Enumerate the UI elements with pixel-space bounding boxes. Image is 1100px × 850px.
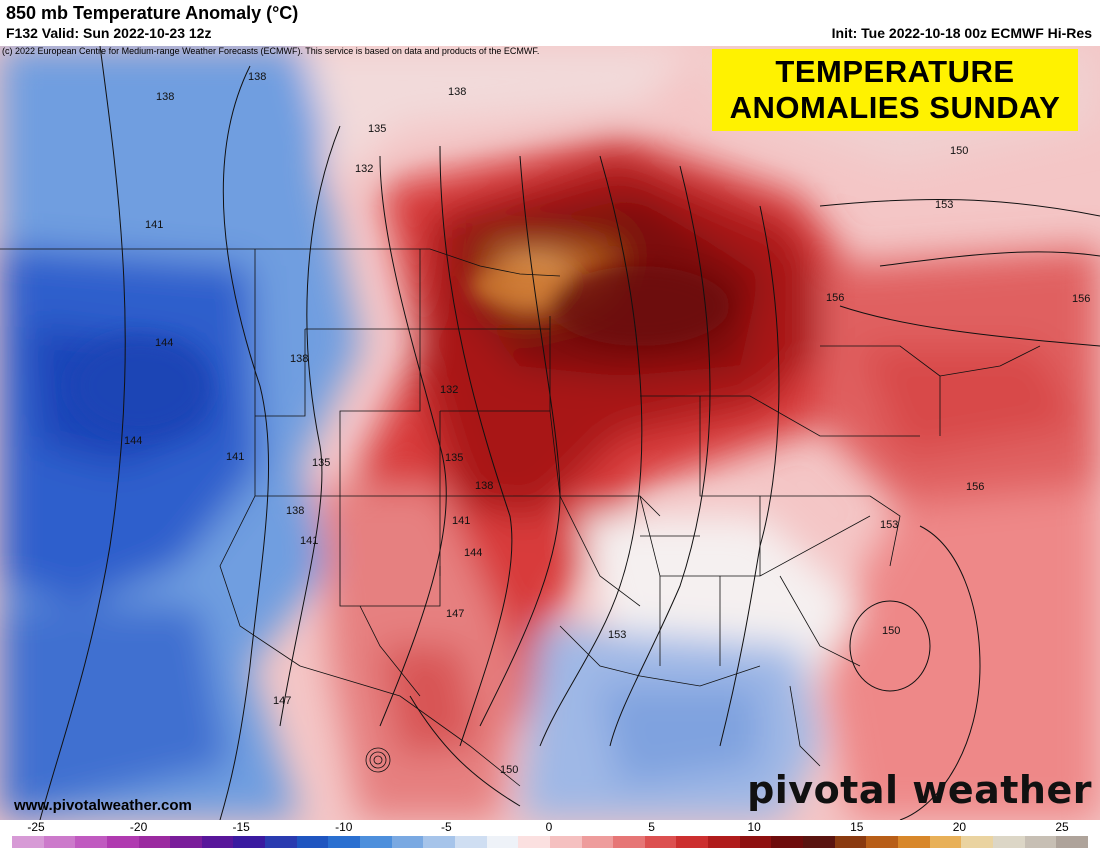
contour-label: 141 bbox=[452, 515, 470, 527]
colorbar-swatch bbox=[106, 836, 139, 848]
colorbar-swatch bbox=[423, 836, 455, 848]
colorbar-tick-label: 15 bbox=[850, 820, 864, 834]
contour-label: 138 bbox=[475, 480, 493, 492]
anomaly-map: 138 138 138 135 132 141 144 138 132 135 … bbox=[0, 46, 1100, 820]
contour-label: 144 bbox=[464, 547, 482, 559]
colorbar-swatch bbox=[201, 836, 234, 848]
contour-label: 153 bbox=[608, 629, 626, 641]
colorbar-swatch bbox=[803, 836, 835, 848]
map-header: 850 mb Temperature Anomaly (°C) F132 Val… bbox=[0, 0, 1100, 46]
contour-label: 138 bbox=[248, 71, 266, 83]
contour-label: 135 bbox=[312, 457, 330, 469]
colorbar-tick-label: 25 bbox=[1055, 820, 1069, 834]
colorbar-swatch bbox=[961, 836, 993, 848]
colorbar-tick-label: 10 bbox=[747, 820, 761, 834]
contour-label: 138 bbox=[448, 86, 466, 98]
contour-label: 144 bbox=[124, 435, 142, 447]
copyright-notice: (c) 2022 European Centre for Medium-rang… bbox=[2, 46, 540, 56]
colorbar-swatch bbox=[676, 836, 709, 848]
colorbar-swatch bbox=[328, 836, 361, 848]
colorbar-swatch bbox=[391, 836, 424, 848]
colorbar-swatch bbox=[739, 836, 772, 848]
colorbar-tick-label: -25 bbox=[27, 820, 45, 834]
colorbar-swatch bbox=[834, 836, 867, 848]
colorbar-swatch bbox=[771, 836, 804, 848]
contour-label: 147 bbox=[446, 608, 464, 620]
banner-line-1: TEMPERATURE bbox=[775, 54, 1015, 89]
colorbar-swatch bbox=[170, 836, 202, 848]
anomaly-field: 138 138 138 135 132 141 144 138 132 135 … bbox=[0, 46, 1100, 820]
colorbar-swatch bbox=[1056, 836, 1088, 848]
contour-label: 135 bbox=[368, 123, 386, 135]
colorbar-swatch bbox=[233, 836, 266, 848]
contour-label: 138 bbox=[156, 91, 174, 103]
contour-label: 135 bbox=[445, 452, 463, 464]
colorbar-tick-label: 0 bbox=[545, 820, 553, 834]
colorbar-tick-label: 5 bbox=[648, 820, 655, 834]
colorbar-tick-label: 20 bbox=[952, 820, 967, 834]
contour-label: 156 bbox=[966, 481, 984, 493]
contour-label: 138 bbox=[290, 353, 308, 365]
colorbar-swatch bbox=[360, 836, 392, 848]
contour-label: 156 bbox=[826, 292, 844, 304]
colorbar-swatch bbox=[43, 836, 76, 848]
colorbar-swatch bbox=[75, 836, 107, 848]
height-contours bbox=[39, 46, 1100, 820]
contour-label: 141 bbox=[145, 219, 163, 231]
colorbar-swatch bbox=[581, 836, 614, 848]
banner-line-2: ANOMALIES SUNDAY bbox=[729, 90, 1061, 125]
contour-label: 132 bbox=[440, 384, 458, 396]
colorbar-swatch bbox=[296, 836, 329, 848]
contour-label: 150 bbox=[882, 625, 900, 637]
brand-logo: pivotal weather bbox=[747, 768, 1092, 812]
colorbar-swatch bbox=[549, 836, 582, 848]
colorbar-swatch bbox=[138, 836, 171, 848]
colorbar-swatch bbox=[613, 836, 645, 848]
contour-label: 144 bbox=[155, 337, 173, 349]
colorbar-swatch bbox=[12, 836, 44, 848]
colorbar-swatch bbox=[929, 836, 962, 848]
colorbar-swatch bbox=[454, 836, 487, 848]
contour-label: 153 bbox=[880, 519, 898, 531]
colorbar-tick-label: -15 bbox=[232, 820, 250, 834]
colorbar-swatch bbox=[486, 836, 519, 848]
headline-banner: TEMPERATURE ANOMALIES SUNDAY bbox=[712, 49, 1078, 131]
colorbar-swatch bbox=[708, 836, 740, 848]
colorbar-tick-label: -10 bbox=[335, 820, 353, 834]
colorbar-swatch bbox=[644, 836, 677, 848]
contour-label: 141 bbox=[226, 451, 244, 463]
colorbar-swatch bbox=[897, 836, 930, 848]
contour-label: 156 bbox=[1072, 293, 1090, 305]
colorbar-swatch bbox=[1024, 836, 1057, 848]
colorbar-swatch bbox=[265, 836, 297, 848]
colorbar-swatch bbox=[518, 836, 550, 848]
map-title: 850 mb Temperature Anomaly (°C) bbox=[6, 3, 299, 23]
colorbar-tick-label: -20 bbox=[129, 820, 148, 834]
valid-time: F132 Valid: Sun 2022-10-23 12z bbox=[6, 25, 212, 41]
contour-label: 138 bbox=[286, 505, 304, 517]
contour-label: 150 bbox=[950, 145, 968, 157]
colorbar-swatch bbox=[866, 836, 898, 848]
contour-label: 147 bbox=[273, 695, 291, 707]
cyclone-contours bbox=[365, 747, 391, 773]
colorbar-tick-label: -5 bbox=[441, 820, 452, 834]
contour-label: 153 bbox=[935, 199, 953, 211]
colorbar-swatch bbox=[992, 836, 1025, 848]
init-time: Init: Tue 2022-10-18 00z ECMWF Hi-Res bbox=[831, 25, 1092, 41]
contour-label: 132 bbox=[355, 163, 373, 175]
contour-label: 141 bbox=[300, 535, 318, 547]
contour-label: 150 bbox=[500, 764, 518, 776]
colorbar bbox=[12, 836, 1088, 848]
website-link[interactable]: www.pivotalweather.com bbox=[14, 797, 192, 814]
